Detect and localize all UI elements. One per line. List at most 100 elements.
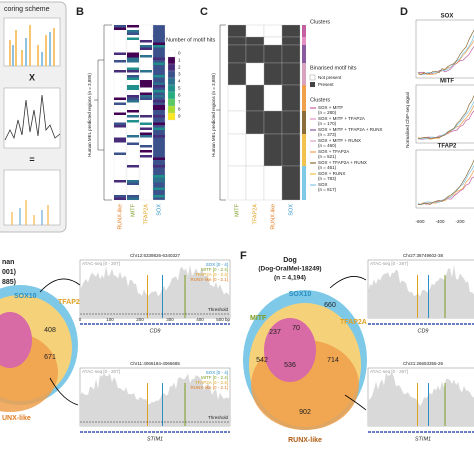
- heat-cell: [114, 97, 126, 100]
- legend-entry: Not present: [318, 75, 342, 80]
- heat-cell: [263, 133, 283, 167]
- colorbar-cell: [167, 56, 176, 65]
- colorbar-tick: 7: [178, 100, 181, 105]
- heat-cell: [114, 25, 126, 28]
- heat-cell: [140, 115, 152, 118]
- y-label: Human MEL predicted regions (n = 3,885): [211, 73, 216, 157]
- axis-tick: 100: [106, 317, 114, 322]
- heat-cell: [114, 122, 126, 125]
- heat-cell: [127, 30, 139, 33]
- column-label: TFAP2A: [252, 204, 258, 225]
- cluster-bar: [302, 25, 306, 37]
- track-label: ATAC-seq [0 - 267]: [370, 261, 408, 266]
- venn-label: TFAP2A: [340, 319, 367, 326]
- dendrogram: [216, 24, 226, 201]
- equals: =: [29, 154, 34, 164]
- venn-count: 408: [44, 327, 56, 334]
- heat-cell: [114, 137, 126, 140]
- scheme-result: [11, 200, 49, 225]
- colorbar-tick: 1: [178, 58, 181, 63]
- heat-cell: [153, 57, 165, 60]
- heat-cell: [114, 197, 126, 200]
- arrow: [344, 394, 367, 411]
- cluster-bar: [302, 134, 306, 166]
- colorbar-cell: [167, 77, 176, 86]
- axis-tick: 400: [196, 317, 204, 322]
- scheme-result: [19, 208, 43, 225]
- heat-cell: [127, 115, 139, 118]
- heat-cell: [227, 84, 247, 112]
- heat-cell: [127, 97, 139, 100]
- x-tick-label: -400: [435, 219, 445, 224]
- atac-signal: [80, 264, 230, 318]
- heat-cell: [114, 195, 126, 198]
- track-label: TFAP2A [0 - 2.4]: [195, 380, 228, 385]
- heatmap: RUNX-like MITF TFAP2A SOX: [94, 24, 166, 230]
- track-label: MITF [0 - 2.4]: [201, 267, 228, 272]
- track-label: SOX [0 - 4]: [206, 370, 228, 375]
- heat-cell: [127, 55, 139, 58]
- venn-title: 885): [2, 279, 16, 286]
- heat-cell: [153, 107, 165, 110]
- plot-frame: [415, 84, 474, 144]
- heat-cell: [245, 165, 265, 201]
- cluster-bar: [302, 111, 306, 134]
- heat-cell: [114, 102, 126, 105]
- heat-cell: [127, 60, 139, 63]
- heat-cell: [281, 36, 301, 46]
- column-label: TFAP2A: [143, 204, 149, 225]
- gene-label: CD9: [149, 328, 160, 334]
- heat-cell: [127, 142, 139, 145]
- browser-tracks: Chr12:6339826-6340327 ATAC-seq [0 - 207] S…: [79, 253, 231, 442]
- track-label: ATAC-seq [0 - 207]: [82, 261, 120, 266]
- panel-label: F: [240, 250, 247, 262]
- venn-label: UNX-like: [2, 415, 31, 422]
- legend-entry: SOX + MITF: [318, 105, 343, 110]
- colorbar-tick: 5: [178, 86, 181, 91]
- heat-cell: [140, 122, 152, 125]
- colorbar-tick: 3: [178, 72, 181, 77]
- y-label: Normalised ChIP-seq signal: [405, 92, 410, 148]
- heat-cell: [114, 27, 126, 30]
- legend-entry: SOX + MITF + TFAP2A + RUNX: [318, 127, 383, 132]
- heat-cell: [245, 44, 265, 64]
- heat-cell: [263, 62, 283, 86]
- signal-line: [417, 34, 474, 76]
- heat-cell: [245, 84, 265, 112]
- venn-count: 542: [256, 357, 268, 364]
- column-label: RUNX-like: [117, 204, 123, 230]
- heat-cell: [140, 70, 152, 73]
- venn-title: nan: [2, 259, 14, 266]
- heat-cell: [153, 122, 165, 125]
- heat-cell: [245, 24, 265, 38]
- legend-entry: (n = 521): [318, 154, 337, 159]
- column-label: SOX: [156, 204, 162, 216]
- heat-cell: [140, 92, 152, 95]
- heat-cell: [140, 80, 152, 83]
- heat-cell: [114, 140, 126, 143]
- y-label: Human MEL predicted regions (n = 3,885): [87, 73, 92, 157]
- heat-cell: [153, 95, 165, 98]
- heat-cell: [153, 100, 165, 103]
- heat-cell: [153, 175, 165, 178]
- column-label: RUNX-like: [270, 204, 276, 230]
- track-coord: Chr21:26653355-26: [403, 361, 444, 366]
- track-label: TFAP2A [0 - 2.4]: [195, 272, 228, 277]
- heat-cell: [153, 105, 165, 108]
- colorbar-cell: [167, 84, 176, 93]
- heat-cell: [127, 120, 139, 123]
- gene-label: STIM1: [147, 436, 163, 442]
- legend-title: Number of motif hits: [166, 37, 215, 43]
- legend-entry: (n = 817): [318, 187, 337, 192]
- arrow: [49, 377, 79, 406]
- axis-tick: 200: [136, 317, 144, 322]
- legend-swatch: [309, 74, 316, 81]
- signal-line: [417, 159, 474, 205]
- venn-mitf: [0, 312, 32, 368]
- colorbar-cell: [167, 98, 176, 107]
- heat-cell: [114, 70, 126, 73]
- colorbar-cell: [167, 112, 176, 121]
- heat-cell: [263, 110, 283, 135]
- legend-entry: SOX + MITF + RUNX: [318, 138, 361, 143]
